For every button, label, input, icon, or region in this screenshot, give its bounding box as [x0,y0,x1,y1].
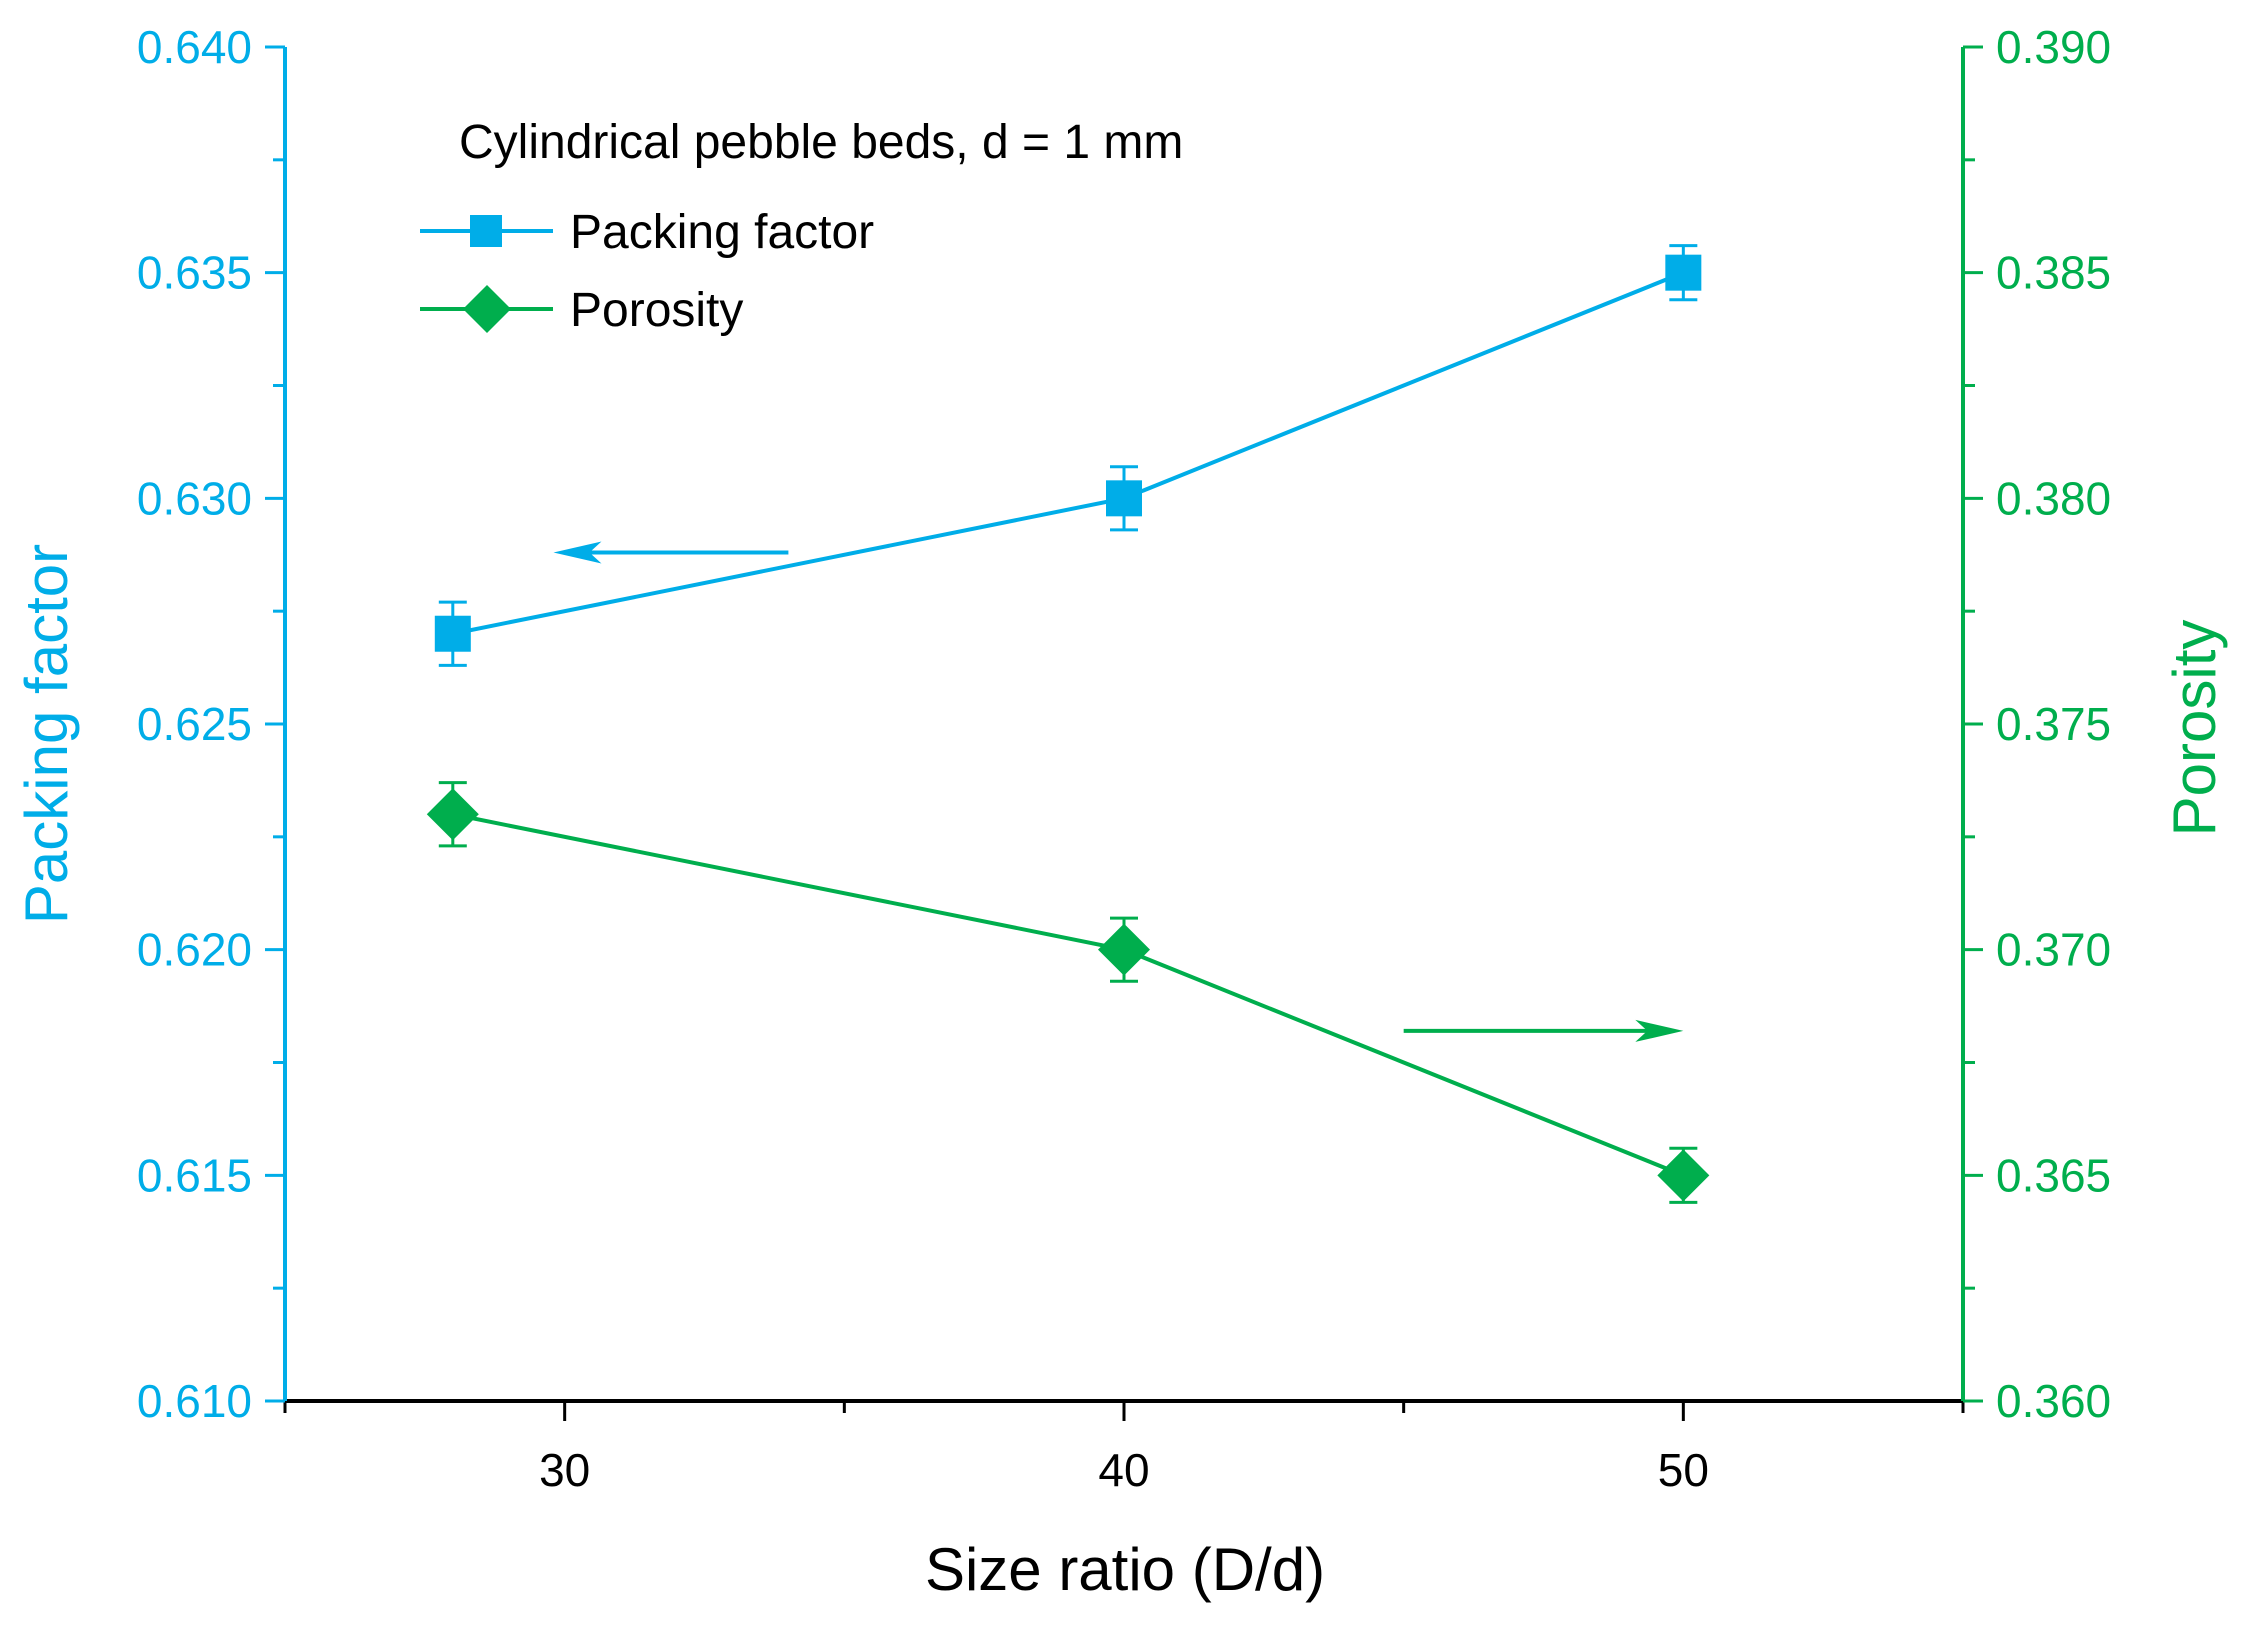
direction-arrows [553,541,1684,1042]
y-axis-right: 0.360 0.365 0.370 0.375 0.380 0.385 0.390 [1963,21,2111,1427]
data-point-packing-factor [434,615,471,652]
y-right-tick-label: 0.365 [1996,1149,2111,1201]
x-axis-label: Size ratio (D/d) [925,1536,1325,1603]
y-left-tick-label: 0.615 [137,1149,252,1201]
y-left-tick-label: 0.635 [137,247,252,299]
data-point-packing-factor [1665,254,1702,291]
legend-label-packing-factor: Packing factor [570,206,874,259]
x-tick-label: 50 [1658,1444,1709,1496]
y-axis-right-label: Porosity [2161,620,2228,837]
y-right-tick-label: 0.390 [1996,21,2111,73]
y-right-tick-label: 0.360 [1996,1375,2111,1427]
data-point-porosity [426,788,479,841]
data-point-packing-factor [1106,480,1142,517]
y-left-tick-label: 0.630 [137,472,252,524]
legend-item-porosity: Porosity [420,284,743,337]
legend-marker-diamond-icon [463,285,511,333]
y-right-tick-label: 0.370 [1996,924,2111,976]
y-left-tick-label: 0.625 [137,698,252,750]
x-axis: 30 40 50 [283,1401,1965,1496]
x-tick-label: 40 [1098,1444,1149,1496]
y-right-tick-label: 0.380 [1996,472,2111,524]
y-left-tick-label: 0.610 [137,1375,252,1427]
y-axis-left-label: Packing factor [13,544,80,924]
legend: Cylindrical pebble beds, d = 1 mm Packin… [420,116,1183,337]
arrow-right-icon [1635,1019,1684,1042]
chart-annotation: Cylindrical pebble beds, d = 1 mm [459,116,1183,169]
data-point-porosity [1098,923,1150,976]
data-point-porosity [1657,1149,1710,1202]
legend-marker-square-icon [470,215,502,247]
legend-item-packing-factor: Packing factor [420,206,874,259]
legend-label-porosity: Porosity [570,284,743,337]
x-tick-label: 30 [539,1444,590,1496]
y-right-tick-label: 0.385 [1996,247,2111,299]
y-left-tick-label: 0.620 [137,924,252,976]
y-left-tick-label: 0.640 [137,21,252,73]
y-axis-left: 0.610 0.615 0.620 0.625 0.630 0.635 0.640 [137,21,285,1427]
series-layer [426,244,1710,1204]
y-right-tick-label: 0.375 [1996,698,2111,750]
arrow-left-icon [553,541,602,564]
